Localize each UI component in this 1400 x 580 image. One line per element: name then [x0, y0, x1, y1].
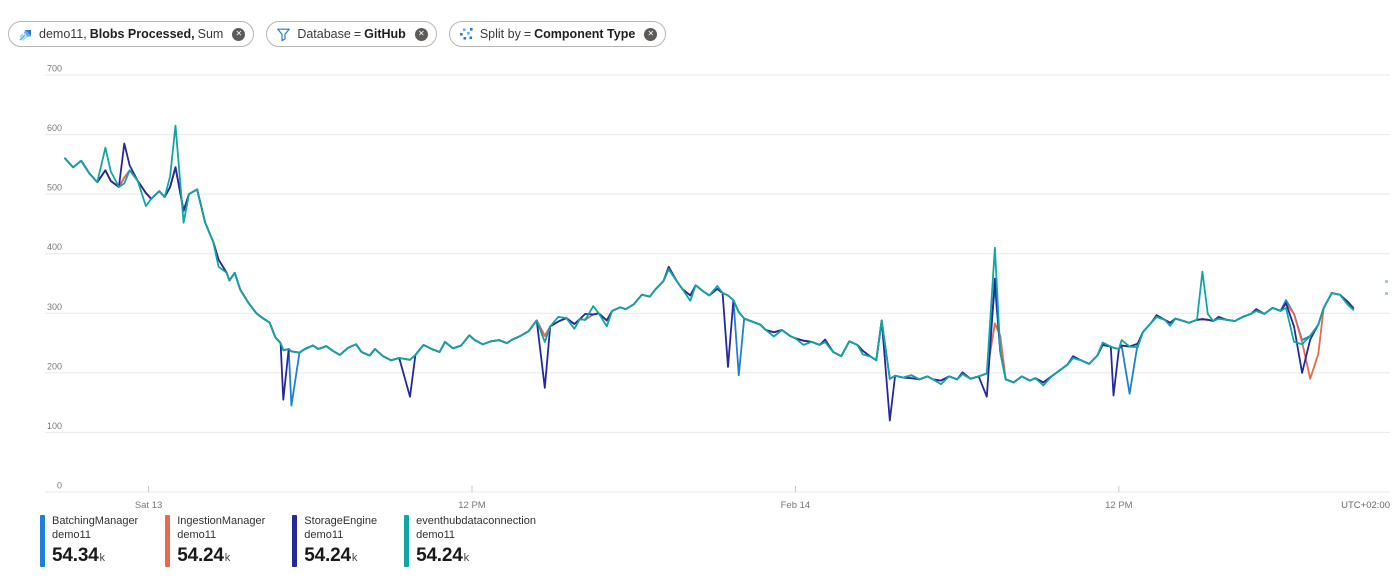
- legend-series-name: StorageEngine: [304, 515, 378, 527]
- x-axis-label: Feb 14: [781, 500, 811, 511]
- series-line-storageengine[interactable]: [64, 142, 1355, 422]
- legend-series-name: IngestionManager: [177, 515, 266, 527]
- legend-texts: eventhubdataconnection demo11 54.24 k: [416, 515, 536, 567]
- pill-filter-field: Database: [297, 27, 351, 41]
- legend-value-row: 54.24 k: [177, 544, 265, 568]
- filter-funnel-icon: [276, 27, 291, 42]
- legend-series-scope: demo11: [416, 528, 456, 541]
- series-line-batchingmanager[interactable]: [64, 157, 1355, 407]
- edge-marker-dot: [1385, 280, 1388, 283]
- legend-value-row: 54.24 k: [416, 544, 536, 568]
- legend-unit: k: [99, 551, 106, 564]
- legend-item-eventhubdataconnection[interactable]: eventhubdataconnection demo11 54.24 k: [404, 515, 536, 568]
- legend-value-row: 54.24 k: [304, 544, 377, 568]
- legend-texts: IngestionManager demo11 54.24 k: [177, 515, 265, 567]
- y-axis-label: 700: [47, 64, 62, 74]
- y-axis-label: 300: [47, 302, 62, 312]
- legend-color-bar: [165, 515, 171, 568]
- filter-pill[interactable]: Database = GitHub ✕: [266, 21, 437, 47]
- y-axis-label: 0: [57, 481, 62, 491]
- legend-color-bar: [40, 515, 45, 568]
- legend-color-bar: [292, 515, 298, 568]
- edge-marker-dot: [1385, 292, 1388, 295]
- pill-filter-value: GitHub: [364, 27, 406, 41]
- pill-metric-label: Blobs Processed,: [89, 27, 195, 41]
- split-by-pill[interactable]: Split by = Component Type ✕: [448, 21, 667, 47]
- x-axis-label: 12 PM: [458, 500, 486, 511]
- legend-unit: k: [463, 551, 470, 564]
- legend-series-scope: demo11: [177, 528, 217, 541]
- filter-pill-bar: demo11, Blobs Processed, Sum ✕ Database …: [8, 21, 667, 47]
- y-axis-label: 500: [47, 183, 62, 193]
- legend-texts: BatchingManager demo11 54.34 k: [52, 515, 138, 567]
- legend-item-ingestionmanager[interactable]: IngestionManager demo11 54.24 k: [165, 515, 265, 568]
- x-axis-label: 12 PM: [1105, 500, 1133, 511]
- legend-unit: k: [224, 551, 231, 564]
- legend-value-row: 54.34 k: [52, 544, 138, 568]
- legend-item-storageengine[interactable]: StorageEngine demo11 54.24 k: [292, 515, 377, 568]
- legend-value: 54.24: [304, 544, 351, 566]
- metrics-chart-icon: [18, 27, 33, 42]
- close-icon[interactable]: ✕: [414, 27, 428, 41]
- legend-series-name: eventhubdataconnection: [416, 515, 536, 527]
- pill-splitby-label: Split by: [479, 27, 521, 41]
- legend-value: 54.34: [52, 544, 99, 566]
- legend-value: 54.24: [416, 544, 463, 566]
- pill-splitby-value: Component Type: [534, 27, 636, 41]
- split-by-icon: [459, 27, 474, 42]
- y-axis-label: 600: [47, 123, 62, 133]
- timezone-label: UTC+02:00: [1341, 500, 1390, 511]
- legend-color-bar: [404, 515, 410, 568]
- legend-series-scope: demo11: [52, 528, 91, 541]
- legend-value: 54.24: [177, 544, 224, 566]
- x-axis-label: Sat 13: [135, 500, 162, 511]
- legend-series-scope: demo11: [304, 528, 344, 541]
- y-axis-label: 200: [47, 361, 62, 371]
- legend-item-batchingmanager[interactable]: BatchingManager demo11 54.34 k: [40, 515, 138, 568]
- pill-equals-sign: =: [523, 27, 532, 41]
- legend-series-name: BatchingManager: [52, 515, 139, 527]
- y-axis-label: 100: [47, 421, 62, 431]
- series-line-ingestionmanager[interactable]: [64, 157, 1355, 384]
- pill-equals-sign: =: [353, 27, 362, 41]
- y-axis-label: 400: [47, 242, 62, 252]
- legend-texts: StorageEngine demo11 54.24 k: [304, 515, 377, 567]
- pill-resource-label: demo11,: [39, 27, 87, 41]
- legend-unit: k: [351, 551, 358, 564]
- close-icon[interactable]: ✕: [644, 27, 658, 41]
- chart-legend: BatchingManager demo11 54.34 k IngestionMana…: [40, 515, 536, 568]
- pill-aggregation-label: Sum: [197, 27, 224, 41]
- metric-pill[interactable]: demo11, Blobs Processed, Sum ✕: [8, 21, 255, 47]
- series-line-eventhubdataconnection[interactable]: [64, 124, 1355, 387]
- close-icon[interactable]: ✕: [232, 27, 246, 41]
